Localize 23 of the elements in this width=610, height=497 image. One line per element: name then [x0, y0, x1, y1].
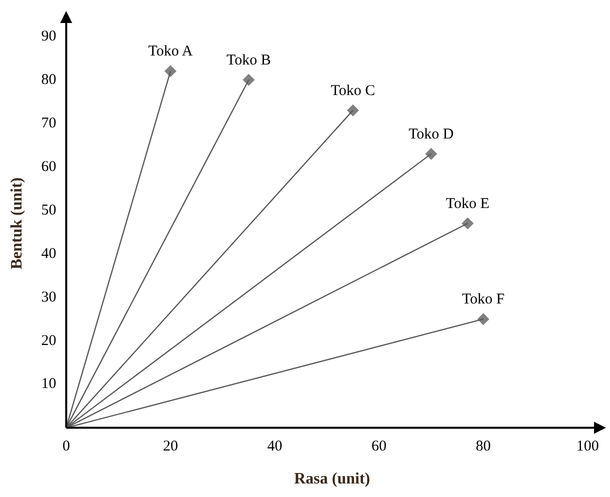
x-tick-label: 60 — [372, 438, 387, 455]
x-tick-label: 100 — [576, 438, 599, 455]
annotation: Toko B — [226, 52, 271, 68]
y-tick-label: 40 — [41, 246, 56, 262]
x-tick-label: 80 — [476, 438, 491, 455]
x-axis-title: Rasa (unit) — [294, 470, 370, 488]
y-axis-title: Bentuk (unit) — [8, 177, 26, 270]
annotation: Toko E — [446, 196, 490, 212]
y-tick-label: 10 — [41, 376, 56, 392]
annotation: Toko F — [462, 292, 505, 308]
annotation: Toko D — [408, 126, 454, 142]
x-tick-label: 0 — [62, 438, 70, 455]
y-tick-label: 50 — [41, 202, 56, 218]
x-tick-label: 40 — [267, 438, 282, 455]
y-tick-label: 30 — [41, 289, 56, 306]
y-tick-label: 70 — [41, 115, 56, 132]
annotation: Toko C — [330, 82, 376, 99]
y-tick-label: 90 — [41, 28, 56, 44]
annotation: Toko A — [148, 44, 193, 60]
y-tick-label: 80 — [41, 72, 56, 88]
x-tick-label: 20 — [162, 438, 178, 455]
y-tick-label: 60 — [41, 158, 56, 175]
y-tick-label: 20 — [41, 332, 56, 349]
